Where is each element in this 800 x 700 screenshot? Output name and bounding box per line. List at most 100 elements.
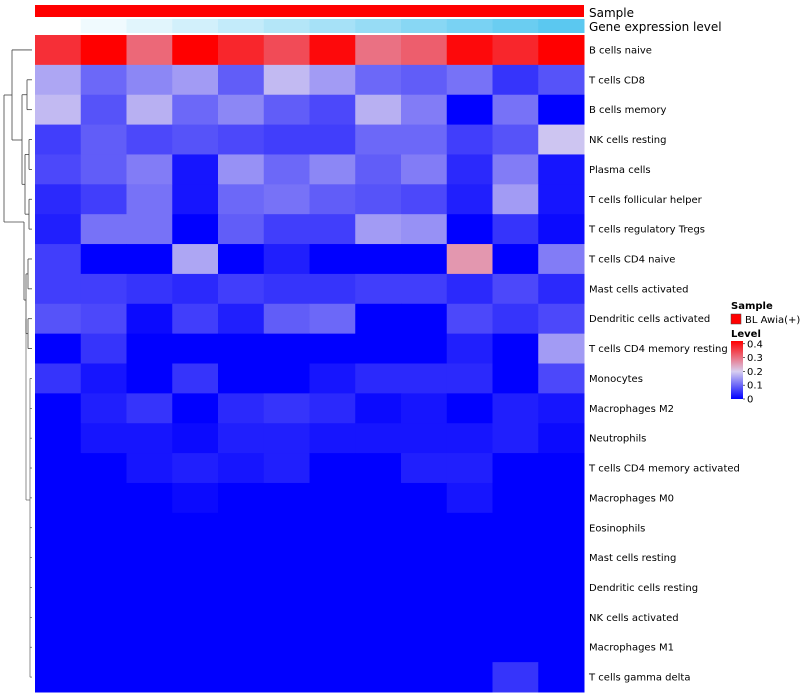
heatmap-cell	[492, 542, 539, 574]
heatmap-cell	[492, 124, 539, 155]
heatmap-cell	[492, 602, 539, 633]
heatmap-cell	[401, 273, 448, 305]
heatmap-cell	[492, 333, 539, 364]
row-label: B cells naive	[589, 45, 652, 56]
heatmap-cell	[218, 632, 265, 663]
heatmap-cell	[35, 572, 82, 603]
heatmap-cell	[126, 303, 173, 335]
heatmap-cell	[538, 244, 585, 275]
heatmap-cell	[80, 94, 127, 126]
heatmap-cell	[218, 662, 265, 693]
heatmap-cell	[218, 512, 265, 544]
heatmap-cell	[126, 453, 173, 484]
heatmap-cell	[126, 542, 173, 574]
heatmap-cell	[172, 94, 219, 126]
heatmap-cell	[401, 662, 448, 693]
heatmap-cell	[35, 214, 82, 245]
heatmap-cell	[538, 542, 585, 574]
heatmap-cell	[538, 35, 585, 66]
heatmap-cell	[538, 632, 585, 663]
heatmap-cell	[446, 632, 493, 663]
heatmap-cell	[218, 273, 265, 305]
heatmap-cell	[492, 64, 539, 96]
heatmap-cell	[401, 482, 448, 514]
heatmap-cell	[263, 333, 310, 364]
sample-annotation-label: Sample	[589, 6, 634, 20]
heatmap-cell	[263, 453, 310, 484]
heatmap-cell	[35, 453, 82, 484]
heatmap-cell	[309, 363, 356, 394]
gene-expression-block	[401, 19, 448, 33]
legend-level-colorbar	[731, 341, 743, 399]
heatmap-cell	[126, 64, 173, 96]
heatmap-cell	[80, 184, 127, 215]
heatmap-cell	[355, 64, 402, 96]
legend-sample-entry: BL Awia(+)	[745, 315, 800, 326]
heatmap-cell	[126, 154, 173, 185]
heatmap-cell	[538, 662, 585, 693]
gene-expression-block	[80, 19, 127, 33]
heatmap-cell	[538, 303, 585, 335]
gene-expression-annotation-bar	[35, 19, 585, 33]
heatmap-cell	[309, 303, 356, 335]
heatmap-cell	[35, 124, 82, 155]
heatmap-cell	[401, 453, 448, 484]
heatmap-cell	[492, 273, 539, 305]
heatmap-cell	[126, 214, 173, 245]
heatmap-cell	[172, 273, 219, 305]
heatmap-cell	[80, 333, 127, 364]
heatmap-cell	[263, 512, 310, 544]
heatmap-cell	[309, 393, 356, 424]
heatmap-cell	[538, 154, 585, 185]
heatmap-cell	[538, 363, 585, 394]
heatmap-cell	[355, 602, 402, 633]
heatmap-cell	[263, 214, 310, 245]
legend-tick-label: 0.2	[747, 367, 763, 378]
heatmap-cell	[172, 512, 219, 544]
heatmap-cell	[35, 602, 82, 633]
heatmap-cell	[401, 632, 448, 663]
heatmap-cell	[401, 214, 448, 245]
heatmap-cell	[172, 333, 219, 364]
heatmap-cell	[309, 542, 356, 574]
heatmap-cell	[492, 363, 539, 394]
heatmap-cell	[446, 154, 493, 185]
heatmap-cell	[263, 35, 310, 66]
heatmap-cell	[309, 154, 356, 185]
sample-bar-fill	[35, 5, 584, 17]
heatmap-cell	[126, 572, 173, 603]
heatmap-cell	[126, 662, 173, 693]
heatmap-cell	[263, 184, 310, 215]
heatmap-cell	[446, 94, 493, 126]
heatmap-cell	[263, 393, 310, 424]
heatmap-cell	[492, 632, 539, 663]
heatmap-cell	[446, 482, 493, 514]
gene-expression-block	[218, 19, 265, 33]
heatmap-cell	[401, 94, 448, 126]
heatmap-cell	[80, 124, 127, 155]
heatmap-cell	[492, 244, 539, 275]
heatmap-cell	[538, 512, 585, 544]
row-labels: B cells naive T cells CD8 B cells memory NK…	[588, 45, 740, 683]
heatmap-cell	[492, 154, 539, 185]
legend-sample-title: Sample	[731, 301, 773, 312]
heatmap-cell	[309, 423, 356, 454]
row-label: Plasma cells	[589, 165, 651, 176]
heatmap-cell	[355, 184, 402, 215]
heatmap-cell	[35, 154, 82, 185]
heatmap-cell	[309, 572, 356, 603]
heatmap-cell	[80, 273, 127, 305]
heatmap-cell	[401, 35, 448, 66]
heatmap-cell	[35, 542, 82, 574]
heatmap-cell	[355, 244, 402, 275]
heatmap-cell	[355, 512, 402, 544]
heatmap-cell	[126, 393, 173, 424]
heatmap-cell	[35, 512, 82, 544]
gene-expression-block	[309, 19, 356, 33]
heatmap-cell	[263, 662, 310, 693]
row-label: T cells follicular helper	[588, 195, 703, 206]
heatmap-cell	[263, 273, 310, 305]
heatmap-cell	[309, 453, 356, 484]
heatmap-cell	[80, 572, 127, 603]
heatmap-cell	[126, 333, 173, 364]
